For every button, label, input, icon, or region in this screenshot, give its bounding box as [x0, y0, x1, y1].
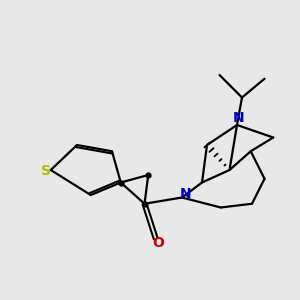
Text: S: S — [41, 164, 51, 178]
Text: N: N — [180, 188, 192, 202]
Text: N: N — [233, 111, 245, 125]
Text: O: O — [152, 236, 164, 250]
